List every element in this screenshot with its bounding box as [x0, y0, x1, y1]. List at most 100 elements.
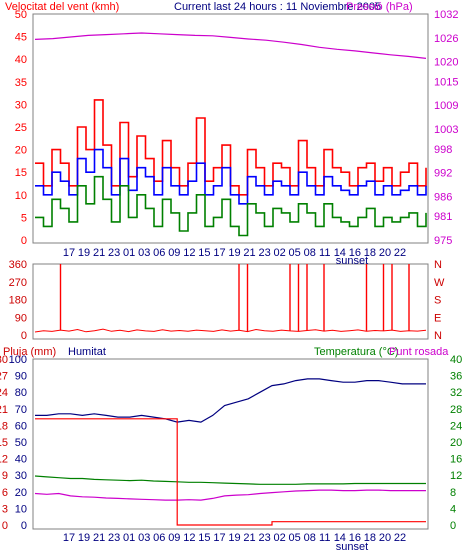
time-tick-label: 12 — [183, 532, 195, 544]
sunset-marker-label: sunset — [336, 541, 368, 553]
temperature-axis-title: Temperatura (°C) — [314, 346, 398, 358]
direction-degree-tick-label: 180 — [9, 295, 27, 307]
wind-speed-tick-label: 25 — [15, 122, 27, 134]
time-tick-label: 02 — [274, 247, 286, 259]
time-tick-label: 05 — [289, 247, 301, 259]
humidity-tick-label: 30 — [15, 470, 27, 482]
temperature-line — [34, 475, 426, 485]
wind-speed-tick-label: 15 — [15, 167, 27, 179]
time-tick-label: 12 — [183, 247, 195, 259]
wind-speed-tick-label: 10 — [15, 190, 27, 202]
humidity-axis-title: Humitat — [68, 346, 106, 358]
temperature-tick-label: 20 — [450, 437, 462, 449]
time-tick-label: 03 — [138, 532, 150, 544]
time-tick-label: 05 — [289, 532, 301, 544]
humidity-tick-label: 10 — [15, 503, 27, 515]
time-tick-label: 01 — [123, 247, 135, 259]
wind-speed-tick-label: 20 — [15, 145, 27, 157]
pressure-tick-label: 981 — [434, 211, 452, 223]
time-tick-label: 17 — [213, 532, 225, 544]
temperature-tick-label: 0 — [450, 520, 456, 532]
wind-speed-tick-label: 45 — [15, 32, 27, 44]
time-tick-label: 15 — [198, 532, 210, 544]
time-tick-label: 23 — [108, 532, 120, 544]
wind-direction-line — [34, 328, 427, 333]
humidity-tick-label: 40 — [15, 454, 27, 466]
direction-compass-tick-label: N — [434, 330, 442, 342]
time-tick-label: 20 — [379, 532, 391, 544]
pressure-tick-label: 986 — [434, 191, 452, 203]
direction-compass-tick-label: N — [434, 259, 442, 271]
rain-tick-label: 12 — [0, 454, 8, 466]
time-tick-label: 23 — [258, 532, 270, 544]
pressure-line — [34, 32, 427, 59]
humidity-line — [35, 378, 426, 423]
temperature-tick-label: 32 — [450, 387, 462, 399]
direction-compass-tick-label: W — [434, 277, 445, 289]
direction-degree-tick-label: 0 — [21, 330, 27, 342]
direction-degree-tick-label: 90 — [15, 312, 27, 324]
rain-tick-label: 27 — [0, 371, 8, 383]
time-tick-label: 11 — [319, 532, 330, 544]
wind-speed-tick-label: 35 — [15, 77, 27, 89]
time-tick-label: 18 — [364, 247, 376, 259]
time-tick-label: 14 — [334, 247, 346, 259]
direction-panel-frame — [32, 263, 429, 340]
pressure-tick-label: 1026 — [434, 33, 458, 45]
time-tick-label: 01 — [123, 532, 135, 544]
temperature-tick-label: 4 — [450, 503, 456, 515]
rain-tick-label: 6 — [2, 487, 8, 499]
dewpoint-line — [34, 489, 426, 501]
temperature-tick-label: 36 — [450, 371, 462, 383]
time-tick-label: 19 — [228, 532, 240, 544]
direction-degree-tick-label: 270 — [9, 277, 27, 289]
humidity-tick-label: 50 — [15, 437, 27, 449]
pressure-tick-label: 998 — [434, 144, 452, 156]
time-tick-label: 09 — [168, 247, 180, 259]
time-tick-label: 22 — [394, 247, 406, 259]
time-tick-label: 18 — [364, 532, 376, 544]
time-tick-label: 06 — [153, 247, 165, 259]
time-tick-label: 14 — [334, 532, 346, 544]
time-tick-label: 22 — [394, 532, 406, 544]
temperature-tick-label: 24 — [450, 420, 462, 432]
time-tick-label: 19 — [228, 247, 240, 259]
wind-speed-axis-title: Velocitat del vent (kmh) — [5, 1, 119, 13]
time-tick-label: 17 — [63, 532, 75, 544]
data-series — [34, 32, 427, 526]
temperature-tick-label: 40 — [450, 354, 462, 366]
temperature-tick-label: 16 — [450, 454, 462, 466]
rain-tick-label: 18 — [0, 420, 8, 432]
time-tick-label: 21 — [93, 532, 105, 544]
time-tick-label: 15 — [198, 247, 210, 259]
pressure-tick-label: 1009 — [434, 100, 458, 112]
time-tick-label: 17 — [63, 247, 75, 259]
humidity-tick-label: 70 — [15, 404, 27, 416]
humidity-tick-label: 80 — [15, 387, 27, 399]
direction-degree-tick-label: 360 — [9, 259, 27, 271]
time-tick-label: 06 — [153, 532, 165, 544]
time-tick-label: 23 — [108, 247, 120, 259]
pressure-tick-label: 1020 — [434, 57, 458, 69]
temperature-tick-label: 12 — [450, 470, 462, 482]
humidity-tick-label: 90 — [15, 371, 27, 383]
rain-tick-label: 15 — [0, 437, 8, 449]
rain-axis-title: Pluja (mm) — [3, 346, 56, 358]
pressure-tick-label: 1015 — [434, 76, 458, 88]
temperature-tick-label: 28 — [450, 404, 462, 416]
direction-compass-tick-label: S — [434, 295, 441, 307]
wind-min-line — [35, 175, 427, 237]
climate-panel-frame — [32, 358, 429, 530]
chart-title: Current last 24 hours : 11 Noviembre 200… — [174, 1, 381, 13]
rain-tick-label: 21 — [0, 404, 8, 416]
wind-speed-tick-label: 5 — [21, 212, 27, 224]
humidity-tick-label: 0 — [21, 520, 27, 532]
time-tick-label: 03 — [138, 247, 150, 259]
time-tick-label: 16 — [349, 532, 361, 544]
humidity-tick-label: 100 — [9, 354, 27, 366]
tick-labels: 0510152025303540455097598198699299810031… — [0, 9, 462, 553]
time-tick-label: 20 — [379, 247, 391, 259]
time-tick-label: 09 — [168, 532, 180, 544]
pressure-tick-label: 975 — [434, 235, 452, 247]
